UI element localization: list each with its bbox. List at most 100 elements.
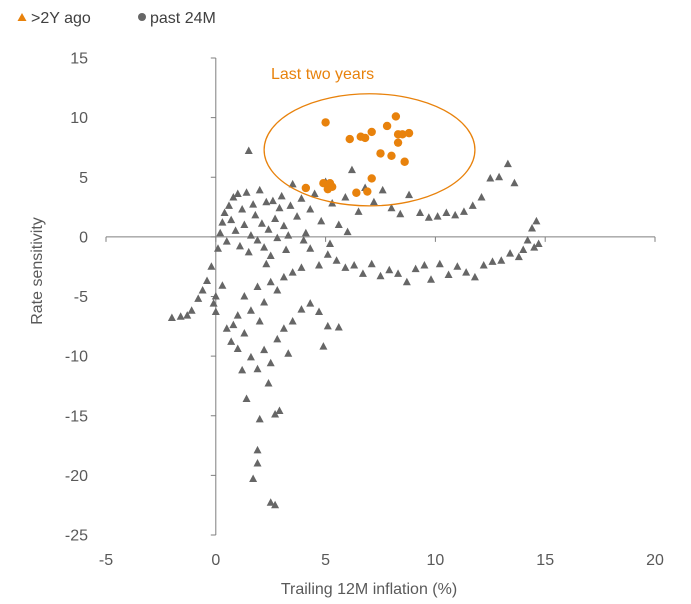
data-point-triangle [523,235,532,244]
data-point-triangle [378,185,387,194]
y-axis-title: Rate sensitivity [29,217,46,325]
data-point-triangle [486,173,495,182]
data-point-triangle [402,277,411,286]
data-point-triangle [255,414,264,423]
data-point-triangle [299,235,308,244]
data-point-triangle [369,197,378,206]
data-point-triangle [246,352,255,361]
data-point-triangle [306,299,315,307]
data-point-circle [345,134,354,144]
annotation: Last two years [263,66,476,207]
data-point-triangle [358,269,367,277]
data-point-triangle [266,498,275,506]
data-point-triangle [222,324,231,332]
x-tick-label: 15 [536,552,554,569]
x-tick-label: 0 [211,552,220,569]
data-point-triangle [442,208,451,217]
data-point-triangle [218,281,227,289]
annotation-label: Last two years [271,66,374,83]
data-point-triangle [510,178,519,187]
data-point-triangle [284,231,293,239]
data-point-triangle [231,226,240,234]
data-point-triangle [420,260,429,269]
data-point-triangle [279,324,288,332]
data-point-triangle [249,200,258,208]
data-point-triangle [315,307,324,316]
legend-marker-triangle [17,13,27,21]
data-point-triangle [253,458,262,467]
data-point-triangle [229,320,238,329]
data-point-triangle [347,165,356,174]
data-point-triangle [246,231,255,239]
data-point-triangle [255,185,264,194]
data-point-triangle [238,365,247,374]
data-point-triangle [488,257,497,265]
legend-label-series-2: past 24M [150,10,216,27]
data-point-circle [391,112,401,121]
data-point-triangle [470,272,479,281]
data-point-triangle [257,219,266,227]
legend-marker-circle [138,13,146,21]
data-point-triangle [332,256,341,264]
data-point-triangle [286,201,295,209]
data-point-circle [387,151,396,160]
data-point-triangle [306,204,315,213]
data-point-circle [367,174,376,183]
data-point-triangle [266,251,275,259]
y-tick-label: -20 [65,468,88,485]
data-point-triangle [462,268,471,276]
data-point-triangle [211,292,220,300]
data-point-triangle [255,317,264,325]
data-point-triangle [297,305,306,313]
data-point-triangle [315,260,324,269]
x-axis-title: Trailing 12M inflation (%) [281,581,457,598]
data-point-circle [360,133,370,143]
data-point-triangle [235,241,244,250]
data-point-triangle [244,247,253,256]
data-point-triangle [334,220,343,228]
data-point-triangle [266,277,275,286]
data-point-circle [319,179,328,188]
data-point-triangle [477,193,486,201]
data-point-triangle [271,500,280,509]
data-point-triangle [279,221,288,230]
data-point-triangle [495,172,504,181]
data-point-circle [352,188,361,197]
y-tick-label: -25 [65,528,88,545]
data-point-triangle [264,225,273,233]
data-point-circle [363,187,372,196]
data-point-triangle [176,312,185,320]
data-point-triangle [167,313,176,321]
data-point-circle [301,183,311,193]
data-point-triangle [262,197,271,206]
data-point-triangle [528,224,537,232]
y-tick-label: 15 [70,51,88,68]
data-point-triangle [253,364,262,373]
data-point-triangle [497,256,506,264]
data-point-triangle [297,194,306,202]
data-point-triangle [310,189,319,197]
data-point-triangle [224,201,233,209]
data-point-triangle [325,239,334,248]
data-point-triangle [260,297,269,306]
data-point-triangle [411,264,420,273]
data-point-triangle [367,259,376,268]
data-point-triangle [271,214,280,222]
y-tick-label: 5 [79,170,88,187]
data-point-triangle [424,213,433,221]
data-point-triangle [249,474,258,482]
data-point-triangle [273,233,282,242]
data-point-triangle [453,262,462,270]
data-point-triangle [416,208,425,217]
y-tick-label: -5 [74,289,88,306]
data-point-triangle [251,210,260,219]
highlight-ellipse [263,93,476,207]
data-point-triangle [387,203,396,212]
data-point-triangle [319,342,328,350]
data-point-triangle [394,269,403,277]
y-tick-label: 0 [79,229,88,246]
data-point-triangle [323,250,332,258]
series-gray-triangles [167,146,543,509]
data-point-triangle [503,159,512,168]
data-point-triangle [451,210,460,219]
